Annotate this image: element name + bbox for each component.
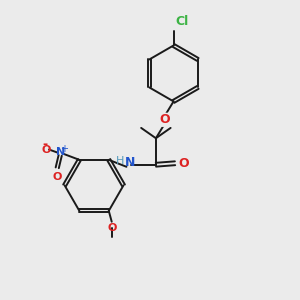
Text: O: O <box>52 172 62 182</box>
Text: O: O <box>159 113 170 126</box>
Text: Cl: Cl <box>175 15 188 28</box>
Text: H: H <box>116 156 124 166</box>
Text: -: - <box>42 138 47 151</box>
Text: +: + <box>60 144 68 154</box>
Text: O: O <box>107 223 116 233</box>
Text: O: O <box>178 157 189 170</box>
Text: O: O <box>41 145 51 154</box>
Text: N: N <box>56 148 65 158</box>
Text: N: N <box>125 156 136 169</box>
